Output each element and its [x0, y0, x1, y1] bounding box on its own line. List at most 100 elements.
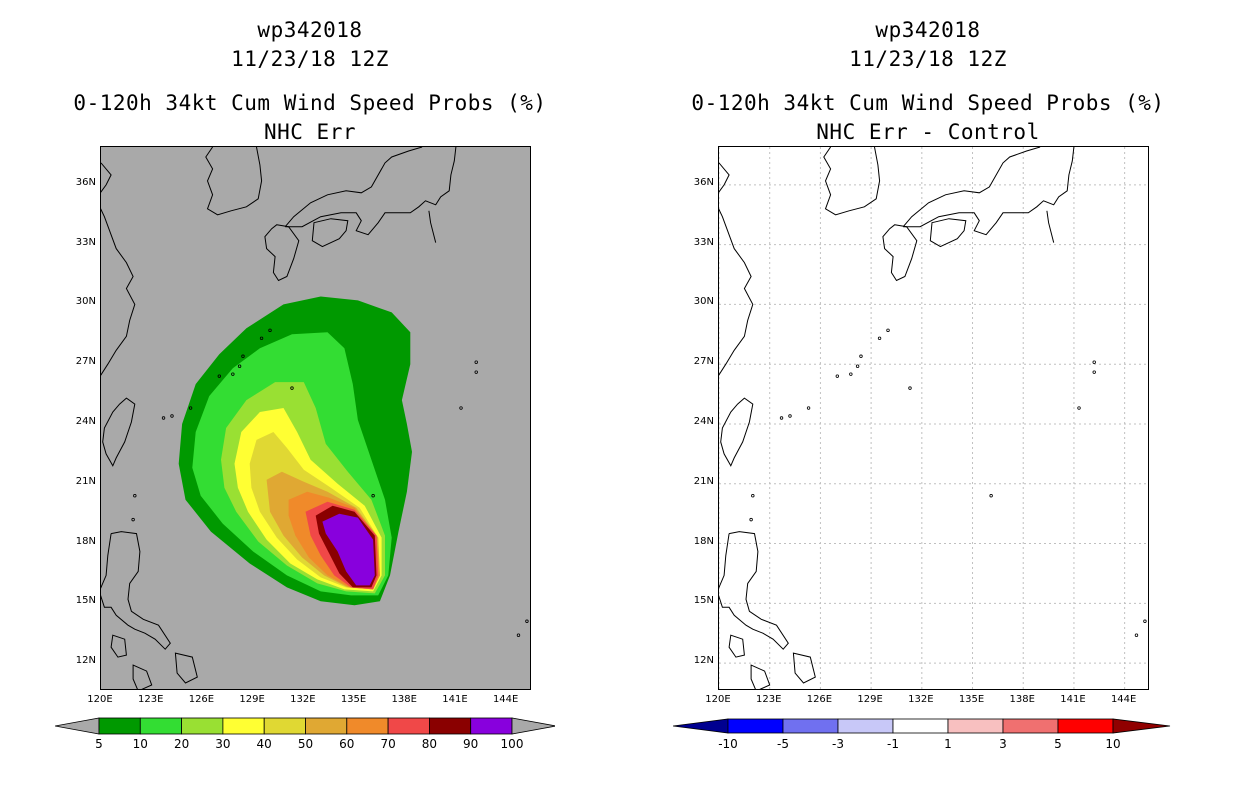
island-15 [516, 633, 521, 637]
lat-tick-label: 36N [693, 176, 714, 188]
lon-tick-label: 132E [908, 694, 934, 705]
right-title-storm: wp342018 [875, 18, 981, 42]
lat-tick-label: 30N [75, 296, 96, 308]
left-colorbar [55, 717, 555, 735]
island-7 [188, 406, 193, 410]
island-5 [886, 328, 890, 333]
lat-tick-label: 12N [693, 655, 714, 667]
island-19 [131, 517, 135, 522]
colorbar-segment-5 [98, 717, 141, 735]
right-colorbar [673, 718, 1171, 734]
lon-tick-label: 138E [391, 694, 417, 705]
left-title-subtitle: NHC Err [263, 120, 356, 144]
right-title-product: 0-120h 34kt Cum Wind Speed Probs (%) [691, 91, 1165, 115]
colorbar-right-arrow [1112, 718, 1171, 734]
colorbar-label: 30 [215, 737, 231, 751]
lat-tick-label: 12N [75, 655, 96, 667]
taiwan-coast [720, 397, 754, 467]
colorbar-label: 5 [95, 737, 103, 751]
honshu-coast [284, 147, 423, 228]
shikoku-coast [929, 218, 967, 248]
colorbar-segment--10 [727, 718, 784, 734]
right-map-svg [719, 147, 1148, 689]
island-9 [908, 386, 912, 390]
contour-90-percent [322, 513, 375, 586]
island-10 [1092, 360, 1096, 364]
island-11 [474, 370, 478, 374]
colorbar-segment-80 [428, 717, 472, 735]
colorbar-label: 90 [463, 737, 479, 751]
island-7 [806, 406, 811, 410]
island-2 [855, 364, 860, 368]
island-18 [133, 494, 137, 498]
honshu-pacific [285, 147, 457, 236]
island-0 [835, 374, 840, 378]
lat-tick-label: 15N [693, 595, 714, 607]
lon-tick-label: 123E [138, 694, 164, 705]
samar-coast [792, 652, 816, 684]
lat-tick-label: 30N [693, 296, 714, 308]
left-map-panel [100, 146, 531, 690]
island-12 [1077, 406, 1081, 410]
lon-tick-label: 144E [1110, 694, 1137, 705]
lat-tick-label: 18N [693, 535, 714, 547]
left-title-product: 0-120h 34kt Cum Wind Speed Probs (%) [73, 91, 547, 115]
korea-coast [823, 147, 881, 216]
lon-tick-label: 126E [806, 694, 833, 705]
colorbar-label: -5 [777, 737, 789, 751]
colorbar-left-arrow [673, 718, 729, 734]
lon-tick-label: 129E [857, 694, 883, 705]
map-background [719, 147, 1148, 689]
island-16 [525, 619, 529, 623]
lat-tick-label: 18N [75, 535, 96, 547]
lat-tick-label: 27N [693, 356, 714, 368]
lon-tick-label: 120E [705, 694, 731, 705]
colorbar-label: 50 [297, 737, 314, 751]
colorbar-segment-10 [139, 717, 183, 735]
lat-tick-label: 21N [693, 475, 714, 487]
lon-tick-label: 141E [442, 694, 468, 705]
colorbar-segment-40 [263, 717, 306, 735]
panay-coast [750, 664, 771, 689]
colorbar-segment-20 [181, 717, 224, 735]
kyushu-coast [882, 224, 918, 282]
island-15 [1134, 633, 1139, 637]
kyushu-coast [264, 224, 300, 282]
colorbar-label: -3 [832, 737, 844, 751]
island-10 [474, 360, 478, 364]
island-16 [1143, 619, 1147, 623]
china-coast [719, 162, 754, 376]
colorbar-segment--1 [892, 718, 949, 734]
island-6 [788, 414, 792, 418]
korea-coast [205, 147, 263, 216]
colorbar-label: 40 [256, 737, 272, 751]
colorbar-label: 100 [500, 737, 524, 751]
lat-tick-label: 36N [75, 176, 96, 188]
taiwan-coast [102, 397, 136, 467]
colorbar-segment-30 [222, 717, 265, 735]
colorbar-segment-3 [1002, 718, 1059, 734]
colorbar-label: -1 [887, 737, 899, 751]
island-3 [241, 354, 245, 358]
lon-tick-label: 120E [87, 694, 113, 705]
island-0 [217, 374, 222, 378]
colorbar-right-arrow [511, 717, 555, 735]
island-12 [459, 406, 463, 410]
colorbar-label: 20 [173, 737, 190, 751]
colorbar-label: 10 [132, 737, 148, 751]
colorbar-label: 70 [380, 737, 396, 751]
island-18 [751, 494, 755, 498]
island-1 [849, 372, 853, 376]
luzon-coast [719, 531, 789, 650]
lon-tick-label: 138E [1009, 694, 1035, 705]
colorbar-segment-1 [947, 718, 1004, 734]
colorbar-left-arrow [55, 717, 100, 735]
mindoro-coast [728, 634, 745, 658]
izu-islands [428, 210, 437, 243]
shikoku-coast [311, 218, 349, 248]
colorbar-segment-90 [470, 717, 513, 735]
island-3 [859, 354, 863, 358]
colorbar-label: -10 [718, 737, 738, 751]
lat-tick-label: 33N [75, 236, 96, 248]
izu-islands [1046, 210, 1055, 243]
